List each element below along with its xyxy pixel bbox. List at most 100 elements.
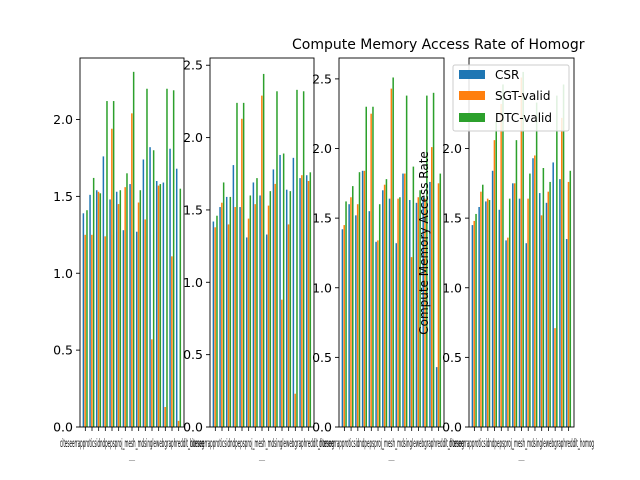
x-tick-labels: citeseerrapproticsidndpepsproj_mesh_mdsi…: [60, 436, 204, 450]
bar-dtc-valid-4: [236, 102, 238, 428]
bar-dtc-valid-13: [556, 95, 558, 427]
bar-sgt-valid-15: [567, 181, 570, 427]
bar-dtc-valid-15: [179, 188, 182, 427]
bar-sgt-valid-7: [254, 204, 256, 427]
bar-sgt-valid-3: [356, 204, 359, 427]
bar-csr-5: [368, 211, 371, 427]
bar-sgt-valid-4: [363, 170, 366, 428]
y-tick-label: 0.5: [183, 347, 203, 362]
x-tick-labels: citeseerrapproticsidndpepsproj_mesh_mdsi…: [190, 436, 334, 450]
bar-dtc-valid-8: [392, 77, 394, 428]
bar-dtc-valid-12: [289, 191, 292, 427]
bar-sgt-valid-5: [111, 128, 113, 428]
bar-sgt-valid-8: [520, 77, 523, 428]
bar-dtc-valid-15: [569, 170, 572, 428]
bar-dtc-valid-10: [146, 88, 148, 427]
bar-csr-13: [162, 182, 165, 427]
bar-sgt-valid-7: [513, 183, 516, 427]
bar-csr-6: [245, 237, 248, 427]
bar-csr-3: [95, 190, 98, 427]
bar-sgt-valid-6: [117, 204, 120, 427]
bar-dtc-valid-2: [92, 177, 95, 427]
bar-dtc-valid-5: [502, 84, 504, 428]
y-tick-label: 1.5: [183, 202, 203, 217]
bar-dtc-valid-13: [166, 88, 168, 427]
y-tick-label: 1.0: [183, 275, 203, 290]
bar-csr-13: [552, 162, 554, 427]
bar-csr-14: [169, 148, 171, 427]
bar-dtc-valid-1: [216, 215, 218, 427]
bar-dtc-valid-12: [549, 181, 551, 427]
bar-sgt-valid-14: [430, 147, 433, 427]
bar-sgt-valid-5: [370, 113, 372, 427]
bar-dtc-valid-11: [152, 150, 155, 427]
bar-dtc-valid-9: [269, 191, 272, 427]
bar-csr-3: [225, 196, 228, 427]
bar-csr-1: [471, 225, 474, 427]
y-tick-label: 1.0: [442, 280, 462, 295]
bar-csr-3: [485, 201, 487, 427]
bar-sgt-valid-7: [383, 184, 386, 427]
bar-sgt-valid-9: [267, 205, 270, 427]
bar-sgt-valid-8: [261, 95, 263, 428]
bar-sgt-valid-12: [547, 191, 550, 427]
bar-sgt-valid-12: [157, 185, 160, 427]
bar-dtc-valid-13: [426, 95, 428, 427]
bar-dtc-valid-6: [119, 190, 122, 427]
bar-sgt-valid-14: [560, 117, 563, 427]
bar-sgt-valid-9: [527, 198, 529, 427]
bar-csr-2: [348, 204, 350, 427]
bar-sgt-valid-13: [424, 198, 426, 427]
bar-csr-8: [259, 195, 261, 427]
bar-sgt-valid-4: [104, 236, 106, 427]
bar-csr-1: [82, 213, 85, 427]
bar-sgt-valid-15: [437, 183, 440, 427]
bar-dtc-valid-4: [495, 120, 497, 427]
bar-csr-12: [285, 189, 288, 427]
bar-sgt-valid-15: [307, 181, 310, 427]
x-tick-labels: citeseerrapproticsidndpepsproj_mesh_mdsi…: [319, 436, 464, 450]
bar-csr-5: [109, 199, 111, 427]
bar-sgt-valid-13: [164, 407, 166, 427]
bar-sgt-valid-15: [177, 420, 180, 427]
bar-csr-6: [505, 240, 507, 427]
bar-dtc-valid-12: [159, 184, 162, 427]
legend-label-dtc-valid: DTC-valid: [495, 111, 552, 125]
bar-csr-15: [565, 239, 568, 427]
legend-swatch-dtc-valid: [459, 113, 485, 122]
bar-sgt-valid-4: [493, 140, 496, 427]
bar-sgt-valid-4: [234, 207, 236, 427]
bar-sgt-valid-12: [287, 224, 290, 427]
y-tick-label: 0.0: [53, 420, 73, 435]
bar-csr-3: [355, 215, 357, 427]
bar-dtc-valid-3: [488, 200, 491, 427]
bar-csr-2: [219, 207, 221, 427]
bar-dtc-valid-3: [358, 172, 361, 427]
panel-3: 0.0 0.5 1.0 1.5 2.0 2.5 citeseerrapproticsidnd…: [312, 57, 464, 461]
bar-sgt-valid-5: [500, 103, 502, 427]
bar-csr-13: [292, 157, 295, 427]
bar-csr-4: [361, 170, 364, 428]
bar-sgt-valid-1: [84, 234, 86, 427]
y-tick-label: 1.5: [312, 211, 332, 226]
bar-sgt-valid-2: [91, 234, 93, 427]
bar-csr-12: [155, 181, 158, 427]
bar-csr-11: [408, 200, 411, 427]
legend-swatch-sgt-valid: [459, 91, 485, 100]
bar-dtc-valid-8: [522, 71, 524, 428]
bar-sgt-valid-12: [417, 197, 420, 427]
bar-dtc-valid-9: [529, 173, 531, 427]
bar-dtc-valid-4: [365, 106, 367, 428]
bar-dtc-valid-15: [309, 172, 312, 427]
bar-csr-15: [175, 168, 178, 427]
legend: CSR SGT-valid DTC-valid: [452, 64, 570, 132]
bar-sgt-valid-8: [390, 88, 393, 427]
y-tick-label: 2.0: [442, 141, 462, 156]
bar-csr-11: [279, 154, 281, 427]
bar-dtc-valid-6: [508, 198, 511, 427]
x-axis-label: __: [388, 454, 396, 461]
bar-sgt-valid-1: [473, 220, 475, 427]
bar-dtc-valid-1: [475, 213, 477, 427]
panel-2: 0.0 0.5 1.0 1.5 2.0 2.5 citeseerrapproticsidnd…: [183, 57, 334, 461]
bar-dtc-valid-1: [345, 201, 347, 427]
